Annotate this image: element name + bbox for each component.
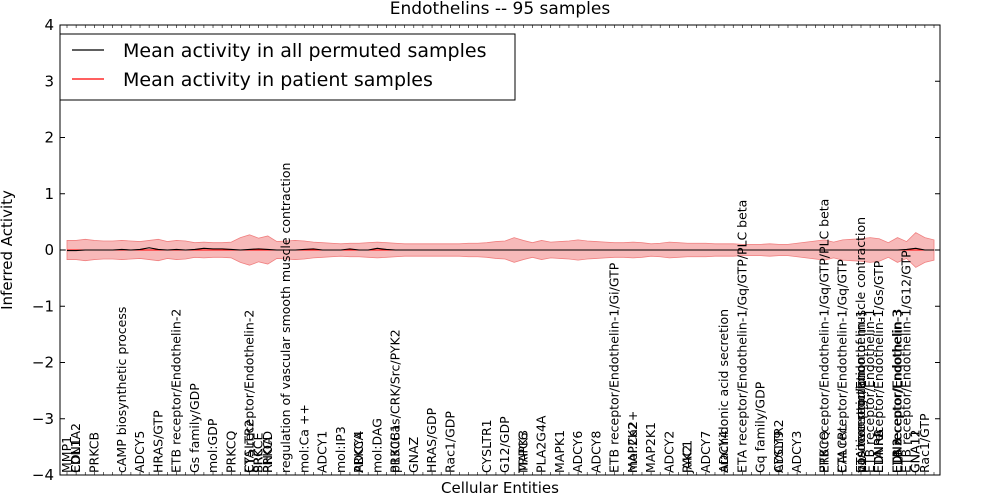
x-entity-label: EDNRA: [871, 429, 886, 473]
x-entity-label: PRKCE: [251, 433, 266, 473]
x-entity-label: ETA receptor/Endothelin-3: [890, 310, 905, 473]
x-entity-label: ADCY1: [315, 431, 330, 473]
series-line-permuted: [67, 247, 934, 252]
x-entity-label: MAP2K1: [643, 422, 658, 473]
x-entity-label: regulation of vascular smooth muscle con…: [278, 163, 293, 473]
x-entity-label: ETB receptor/Endothelin-1/Gi/GTP: [607, 262, 622, 473]
chart-title: Endothelins -- 95 samples: [390, 0, 611, 19]
x-entity-label: cAMP biosynthetic process: [114, 307, 129, 473]
x-entity-label: GNA11: [908, 430, 923, 474]
x-entity-label: positive regulation of muscle contractio…: [853, 217, 868, 473]
x-entity-label: mol:GDP: [205, 418, 220, 473]
x-entity-label: MAPK1: [552, 430, 567, 473]
x-entity-label: ETA receptor/Endothelin-1/Gq/GTP: [835, 259, 850, 473]
legend-label-patient: Mean activity in patient samples: [123, 69, 433, 91]
x-entity-label: SRC: [251, 448, 266, 473]
x-entity-label: ETB receptor/Endothelin-1/G12/GTP: [899, 250, 914, 473]
x-entity-label: ETB receptor/Endothelin-1: [862, 309, 877, 473]
y-tick-label: −3: [32, 410, 54, 428]
x-entity-label: MAP2K2: [625, 422, 640, 473]
x-entity-label: p130Cas/CRK/Src/PYK2: [388, 329, 403, 473]
x-entity-label: ADCY7: [698, 431, 713, 473]
y-tick-label: −1: [32, 297, 54, 315]
x-entity-label: ADCY5: [132, 431, 147, 473]
x-entity-label: Rac1/GDP: [442, 411, 457, 473]
x-entity-label: GNAZ: [406, 437, 421, 473]
x-entity-label: ADCY8: [588, 431, 603, 473]
x-entity-label: GNA12: [908, 430, 923, 474]
x-entity-label: mol:Ca ++: [296, 404, 311, 473]
x-entity-label: HRAS/GDP: [424, 407, 439, 473]
x-entity-label: ADCY3: [789, 431, 804, 473]
y-tick-label: 2: [44, 129, 54, 147]
x-entity-label: PRKCB: [86, 432, 101, 473]
y-tick-label: 1: [44, 185, 54, 203]
x-entity-label: CALCRL: [835, 424, 850, 473]
x-entity-label: Gq family/GDP: [753, 381, 768, 473]
x-entity-label: ADCY9: [771, 431, 786, 473]
y-axis-ticks: −4 −3 −2 −1 0 1 2 3 4: [32, 16, 940, 484]
x-entity-label: ADCY4: [351, 431, 366, 473]
x-entity-label: EDNRB: [871, 429, 886, 473]
x-entity-label: Gs family/GDP: [187, 383, 202, 473]
x-entity-label: ETA receptor/Endothelin-1/Gs/GTP: [871, 260, 886, 473]
x-entity-label: PRKCD: [260, 431, 275, 473]
x-entity-label: MMP1: [59, 436, 74, 473]
x-entity-label: ADCY4: [716, 431, 731, 473]
x-entity-label: vasoconstriction: [853, 370, 868, 473]
x-entity-label: PRKCQ: [223, 431, 238, 473]
y-tick-label: 4: [44, 16, 54, 34]
x-entity-label: ETA receptor/Endothelin-2: [242, 310, 257, 473]
x-entity-label: PLA2G4A: [534, 415, 549, 473]
x-entity-label: ETA receptor/Endothelin-1/Gq/GTP/PLC bet…: [734, 200, 749, 473]
x-entity-label: CYSLTR2: [771, 419, 786, 473]
x-entity-label: COL1A2: [68, 423, 83, 473]
x-entity-label: ADCY6: [570, 431, 585, 473]
x-entity-label: TRPC6: [515, 432, 530, 474]
x-entity-label: CYSLTR2: [242, 419, 257, 473]
x-entity-label: RAC1: [680, 440, 695, 473]
x-entity-label: mol:IP3: [333, 426, 348, 473]
x-entity-label: EDN3: [890, 438, 905, 473]
x-entity-label: PRKCQ: [817, 431, 832, 473]
x-entity-label: ADCY2: [661, 431, 676, 473]
y-tick-label: −2: [32, 354, 54, 372]
series-line-layer: [67, 247, 934, 252]
x-entity-label: ETB receptor/Endothelin-1/Gq/GTP/PLC bet…: [817, 199, 832, 473]
x-entity-label: Rac1/GTP: [917, 413, 932, 473]
x-entity-label: ETB receptor/Endothelin-2: [169, 309, 184, 473]
x-entity-label: PRKCB1: [388, 424, 403, 473]
x-entity-label: JAK2: [680, 445, 695, 474]
x-entity-label: HRAS/GTP: [150, 410, 165, 473]
y-tick-label: −4: [32, 466, 54, 484]
x-entity-label: RHOA: [260, 436, 275, 473]
x-entity-label: EDN1: [68, 438, 83, 473]
legend-box: [59, 33, 516, 101]
x-entity-label: arachidonic acid secretion: [716, 309, 731, 473]
x-entity-label: ETB receptor/Endothelin-3: [890, 309, 905, 473]
x-entity-label: EDN2: [890, 438, 905, 473]
x-entity-label: G12/GDP: [497, 416, 512, 473]
x-axis-label: Cellular Entities: [441, 479, 559, 497]
x-entity-label: CYSLTR1: [479, 419, 494, 473]
y-axis-label: Inferred Activity: [0, 190, 16, 310]
x-entity-label: PRKCA: [351, 432, 366, 473]
x-entity-label: mol:DAG: [369, 418, 384, 473]
x-entity-label: MAPK3: [515, 430, 530, 473]
legend: Mean activity in all permuted samples Me…: [59, 33, 516, 101]
y-tick-label: 3: [44, 72, 54, 90]
legend-label-permuted: Mean activity in all permuted samples: [123, 40, 486, 62]
x-entity-label: mol:Ca2+: [625, 411, 640, 473]
x-entity-label: ETA receptor/Endothelin-1: [853, 310, 868, 473]
y-tick-label: 0: [44, 241, 54, 259]
